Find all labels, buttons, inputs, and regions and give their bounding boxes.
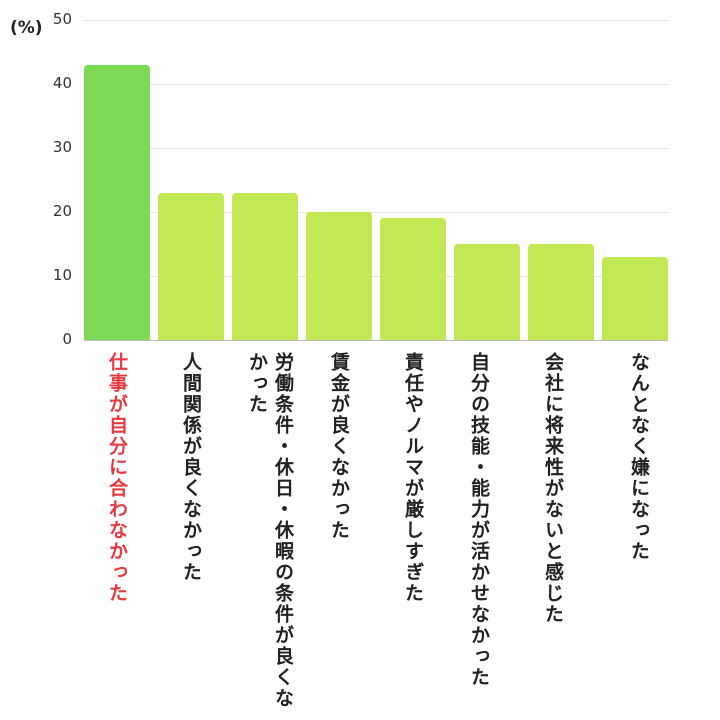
x-label-4: 責任やノルマが厳しすぎた xyxy=(402,352,424,604)
gridline-40 xyxy=(84,84,668,85)
x-label-2-line1: 労働条件・休日・休暇の xyxy=(272,352,294,583)
bar-2 xyxy=(232,192,298,340)
bar-7 xyxy=(602,256,668,340)
x-axis-line xyxy=(84,340,668,341)
x-label-7: なんとなく嫌になった xyxy=(628,352,650,562)
x-label-0: 仕事が自分に合わなかった xyxy=(106,352,128,604)
gridline-20 xyxy=(84,212,668,213)
gridline-10 xyxy=(84,276,668,277)
x-label-3: 賃金が良くなかった xyxy=(328,352,350,541)
y-tick-20: 20 xyxy=(52,202,72,220)
bar-6 xyxy=(528,244,594,340)
bar-0 xyxy=(84,64,150,340)
x-label-1: 人間関係が良くなかった xyxy=(180,352,202,583)
x-label-5-line2: なかった xyxy=(468,604,490,688)
x-label-6-line1: 会社に将来性がないと感じ xyxy=(542,352,564,604)
x-label-5-line1: 自分の技能・能力が活かせ xyxy=(468,352,490,604)
y-tick-40: 40 xyxy=(52,74,72,92)
bar-4 xyxy=(380,218,446,340)
y-tick-0: 0 xyxy=(62,330,72,348)
bar-3 xyxy=(306,212,372,340)
x-label-2-line2: 条件が良くなかった xyxy=(246,352,294,709)
y-axis-unit: (%) xyxy=(10,18,43,38)
bar-1 xyxy=(158,192,224,340)
bar-5 xyxy=(454,244,520,340)
y-tick-30: 30 xyxy=(52,138,72,156)
y-tick-50: 50 xyxy=(52,10,72,28)
x-label-6: 会社に将来性がないと感じた xyxy=(540,352,566,625)
gridline-30 xyxy=(84,148,668,149)
x-label-5: 自分の技能・能力が活かせなかった xyxy=(466,352,492,688)
gridline-50 xyxy=(84,20,668,21)
x-label-2: 労働条件・休日・休暇の条件が良くなかった xyxy=(244,352,296,720)
x-label-6-line2: た xyxy=(542,604,564,625)
y-tick-10: 10 xyxy=(52,266,72,284)
